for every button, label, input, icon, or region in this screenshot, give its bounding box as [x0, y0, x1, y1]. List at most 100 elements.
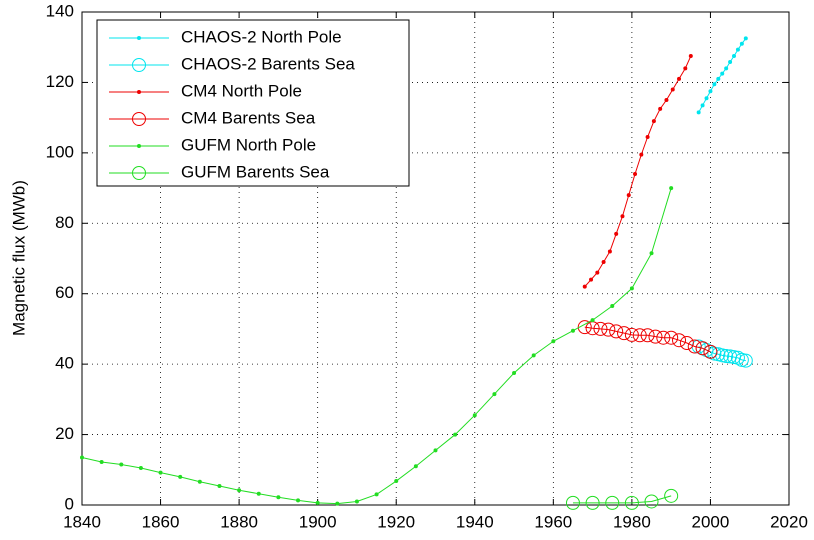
legend-box: [96, 19, 410, 187]
dot-marker: [633, 171, 638, 176]
dot-marker: [651, 119, 656, 124]
x-tick-label: 2020: [770, 512, 808, 531]
dot-marker: [595, 270, 600, 275]
circle-marker: [132, 58, 146, 72]
dot-marker: [669, 186, 674, 191]
dot-marker: [708, 89, 713, 94]
dot-marker: [601, 260, 606, 265]
dot-marker: [639, 152, 644, 157]
dot-marker: [158, 470, 163, 475]
legend-label: CM4 North Pole: [181, 81, 302, 100]
dot-marker: [696, 110, 701, 115]
series-line: [584, 326, 711, 353]
y-tick-label: 140: [46, 1, 74, 20]
circle-marker: [734, 352, 749, 367]
dot-marker: [512, 370, 517, 375]
legend-label: CHAOS-2 Barents Sea: [181, 54, 355, 73]
dot-marker: [394, 479, 399, 484]
dot-marker: [739, 41, 744, 46]
dot-marker: [472, 413, 477, 418]
dot-marker: [374, 492, 379, 497]
x-tick-label: 1940: [456, 512, 494, 531]
dot-marker: [137, 90, 141, 94]
dot-marker: [276, 495, 281, 500]
circle-marker: [605, 495, 620, 510]
circle-marker: [644, 494, 659, 509]
circle-marker: [687, 339, 702, 354]
dot-marker: [677, 76, 682, 81]
dot-marker: [413, 464, 418, 469]
circle-marker: [640, 328, 655, 343]
series-line: [572, 495, 672, 504]
dot-marker: [137, 36, 141, 40]
plot-frame: [81, 11, 790, 506]
dot-marker: [99, 460, 104, 465]
circle-marker: [719, 349, 734, 364]
dot-marker: [315, 500, 320, 505]
x-tick-label: 1960: [534, 512, 572, 531]
dot-marker: [645, 135, 650, 140]
dot-marker: [119, 462, 124, 467]
circle-marker: [585, 495, 600, 510]
circle-marker: [679, 336, 694, 351]
circle-marker: [664, 488, 679, 503]
dot-marker: [683, 66, 688, 71]
dot-marker: [137, 144, 141, 148]
circle-marker: [601, 322, 616, 337]
legend-label: CHAOS-2 North Pole: [181, 27, 342, 46]
dot-marker: [610, 304, 615, 309]
dot-marker: [735, 47, 740, 52]
dot-marker: [700, 103, 705, 108]
dot-marker: [620, 214, 625, 219]
circle-marker: [738, 353, 753, 368]
circle-marker: [565, 495, 580, 510]
dot-marker: [732, 54, 737, 59]
legend-label: GUFM North Pole: [181, 135, 316, 154]
x-tick-label: 1900: [299, 512, 337, 531]
circle-marker: [132, 166, 146, 180]
y-tick-label: 20: [55, 424, 74, 443]
y-tick-label: 0: [65, 494, 74, 513]
circle-marker: [632, 328, 647, 343]
y-tick-label: 40: [55, 354, 74, 373]
circle-marker: [656, 330, 671, 345]
circle-marker: [664, 330, 679, 345]
dot-marker: [217, 483, 222, 488]
circle-marker: [695, 341, 710, 356]
x-tick-label: 1980: [613, 512, 651, 531]
dot-marker: [589, 277, 594, 282]
dot-marker: [582, 284, 587, 289]
circle-marker: [648, 329, 663, 344]
dot-marker: [607, 249, 612, 254]
dot-marker: [724, 66, 729, 71]
dot-marker: [704, 96, 709, 101]
x-tick-label: 1840: [63, 512, 101, 531]
y-tick-label: 60: [55, 283, 74, 302]
dot-marker: [728, 60, 733, 65]
dot-marker: [614, 231, 619, 236]
y-axis-label: Magnetic flux (MWb): [9, 180, 28, 336]
dot-marker: [626, 193, 631, 198]
dot-marker: [743, 36, 748, 41]
dot-marker: [551, 339, 556, 344]
dot-marker: [296, 498, 301, 503]
dot-marker: [716, 76, 721, 81]
dot-marker: [433, 448, 438, 453]
dot-marker: [237, 488, 242, 493]
dot-marker: [712, 82, 717, 87]
circle-marker: [672, 333, 687, 348]
dot-marker: [590, 318, 595, 323]
y-tick-label: 100: [46, 142, 74, 161]
dot-marker: [178, 474, 183, 479]
x-tick-label: 1880: [220, 512, 258, 531]
dot-marker: [492, 392, 497, 397]
series-line: [584, 55, 692, 288]
x-tick-label: 2000: [692, 512, 730, 531]
y-tick-label: 80: [55, 213, 74, 232]
legend-label: GUFM Barents Sea: [181, 162, 330, 181]
dot-marker: [354, 499, 359, 504]
circle-marker: [593, 321, 608, 336]
dot-marker: [629, 286, 634, 291]
dot-marker: [197, 479, 202, 484]
